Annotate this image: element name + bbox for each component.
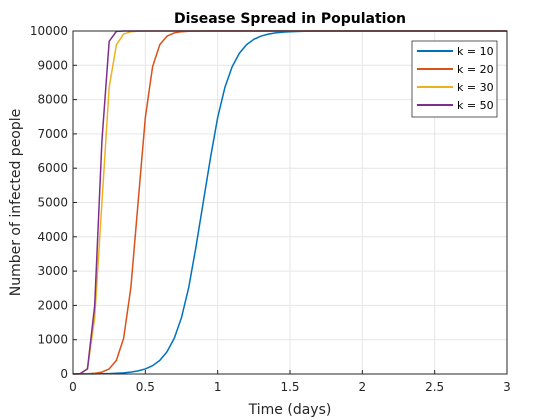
ticks: 0 0.5 1 1.5 2 2.5 3 0 1000 2000 3000 4000 5000 6000 70… bbox=[30, 24, 511, 394]
y-tick-label: 3000 bbox=[37, 264, 68, 278]
x-tick-label: 0.5 bbox=[136, 380, 155, 394]
y-tick-label: 7000 bbox=[37, 127, 68, 141]
y-tick-label: 5000 bbox=[37, 196, 68, 210]
chart-title: Disease Spread in Population bbox=[174, 11, 406, 27]
y-tick-label: 8000 bbox=[37, 93, 68, 107]
y-axis-label: Number of infected people bbox=[8, 109, 24, 297]
y-tick-label: 2000 bbox=[37, 298, 68, 312]
y-tick-label: 6000 bbox=[37, 161, 68, 175]
x-tick-label: 3 bbox=[503, 380, 511, 394]
x-axis-label: Time (days) bbox=[248, 402, 332, 418]
y-tick-label: 0 bbox=[60, 367, 68, 381]
legend-entry: k = 30 bbox=[457, 81, 494, 94]
x-tick-label: 0 bbox=[69, 380, 77, 394]
x-tick-label: 1 bbox=[214, 380, 222, 394]
legend-entry: k = 20 bbox=[457, 63, 494, 76]
x-tick-label: 2 bbox=[359, 380, 367, 394]
y-tick-label: 9000 bbox=[37, 58, 68, 72]
x-tick-label: 2.5 bbox=[425, 380, 444, 394]
legend-entry: k = 50 bbox=[457, 99, 494, 112]
legend-entry: k = 10 bbox=[457, 45, 494, 58]
y-tick-label: 4000 bbox=[37, 230, 68, 244]
y-tick-label: 10000 bbox=[30, 24, 68, 38]
x-tick-label: 1.5 bbox=[280, 380, 299, 394]
y-tick-label: 1000 bbox=[37, 333, 68, 347]
legend: k = 10 k = 20 k = 30 k = 50 bbox=[411, 40, 498, 118]
